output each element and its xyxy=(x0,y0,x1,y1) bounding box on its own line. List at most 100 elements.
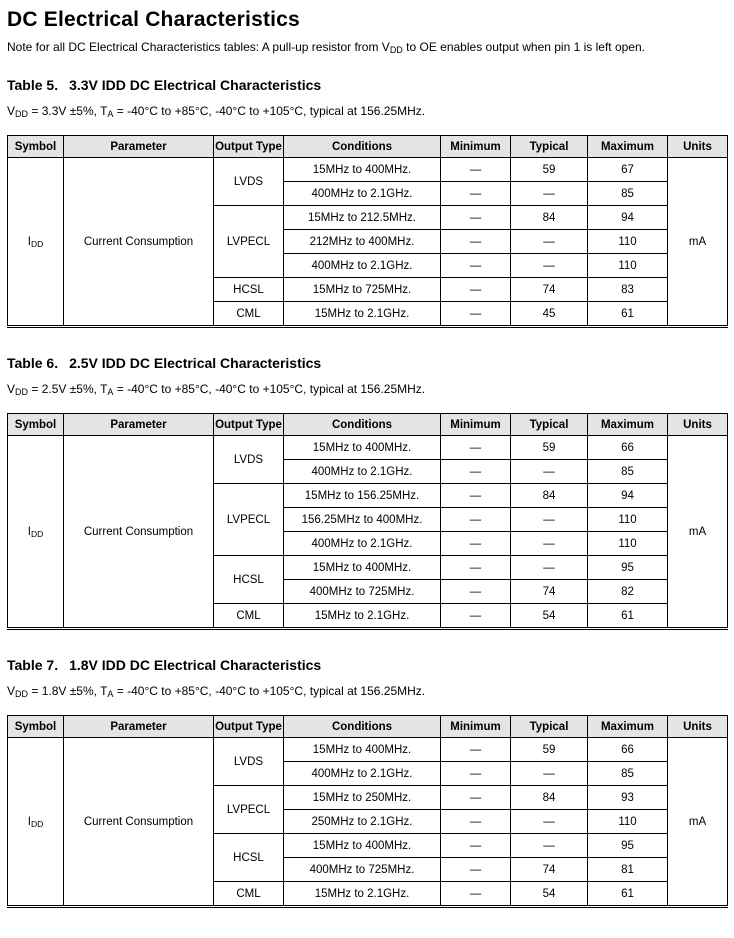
minimum-cell: — xyxy=(440,229,511,254)
table-row: LVPECL 15MHz to 156.25MHz. — 84 94 xyxy=(8,483,728,556)
typical-cell: — xyxy=(510,761,588,786)
output-type-cell: HCSL xyxy=(213,277,284,302)
minimum-cell: — xyxy=(440,881,511,907)
maximum-cell: 93 xyxy=(587,785,668,810)
parameter-cell: Current Consumption xyxy=(63,157,214,327)
table-row: CML 15MHz to 2.1GHz. — 45 61 xyxy=(8,301,728,327)
output-type-cell: LVPECL xyxy=(213,483,284,556)
conditions-cell: 15MHz to 400MHz. xyxy=(283,555,441,580)
subtitle-text: = 2.5V ±5%, T xyxy=(28,382,108,396)
maximum-cell: 95 xyxy=(587,555,668,580)
output-type-cell: CML xyxy=(213,603,284,629)
typical-cell: — xyxy=(510,833,588,858)
subtitle-text: = -40°C to +85°C, -40°C to +105°C, typic… xyxy=(113,104,426,118)
column-header-symbol: Symbol xyxy=(7,135,64,158)
column-header-minimum: Minimum xyxy=(440,413,511,436)
table-row: 400MHz to 2.1GHz. — — 85 xyxy=(8,761,728,786)
output-type-cell: LVDS xyxy=(213,435,284,484)
minimum-cell: — xyxy=(440,507,511,532)
maximum-cell: 110 xyxy=(587,253,668,278)
typical-cell: 84 xyxy=(510,483,588,508)
column-header-minimum: Minimum xyxy=(440,715,511,738)
table-5-section: Table 5. 3.3V IDD DC Electrical Character… xyxy=(7,77,728,328)
typical-cell: 74 xyxy=(510,579,588,604)
table-row: 400MHz to 2.1GHz. — — 85 xyxy=(8,459,728,484)
maximum-cell: 85 xyxy=(587,761,668,786)
minimum-cell: — xyxy=(440,761,511,786)
column-header-units: Units xyxy=(667,715,728,738)
idd-table-2v5: Symbol Parameter Output Type Conditions … xyxy=(7,413,728,630)
minimum-cell: — xyxy=(440,579,511,604)
caption-label: Table 6. xyxy=(7,355,59,371)
maximum-cell: 82 xyxy=(587,579,668,604)
output-type-cell: HCSL xyxy=(213,833,284,882)
output-type-cell: LVPECL xyxy=(213,205,284,278)
parameter-cell: Current Consumption xyxy=(63,737,214,907)
maximum-cell: 110 xyxy=(587,507,668,532)
conditions-cell: 15MHz to 212.5MHz. xyxy=(283,205,441,230)
column-header-maximum: Maximum xyxy=(587,715,668,738)
conditions-cell: 15MHz to 2.1GHz. xyxy=(283,881,441,907)
typical-cell: — xyxy=(510,531,588,556)
conditions-cell: 400MHz to 2.1GHz. xyxy=(283,181,441,206)
conditions-cell: 15MHz to 400MHz. xyxy=(283,157,441,182)
conditions-cell: 15MHz to 156.25MHz. xyxy=(283,483,441,508)
minimum-cell: — xyxy=(440,459,511,484)
symbol-cell: IDD xyxy=(7,435,64,629)
conditions-cell: 212MHz to 400MHz. xyxy=(283,229,441,254)
maximum-cell: 85 xyxy=(587,181,668,206)
table-row: IDD Current Consumption LVDS 15MHz to 40… xyxy=(7,737,728,907)
column-header-parameter: Parameter xyxy=(63,135,214,158)
subtitle-text: = 1.8V ±5%, T xyxy=(28,684,108,698)
minimum-cell: — xyxy=(440,833,511,858)
maximum-cell: 61 xyxy=(587,603,668,629)
maximum-cell: 67 xyxy=(587,157,668,182)
units-cell: mA xyxy=(667,157,728,327)
typical-cell: 84 xyxy=(510,205,588,230)
typical-cell: 74 xyxy=(510,277,588,302)
table-row: 400MHz to 2.1GHz. — — 110 xyxy=(8,531,728,556)
table-row: 212MHz to 400MHz. — — 110 xyxy=(8,229,728,254)
minimum-cell: — xyxy=(440,181,511,206)
maximum-cell: 66 xyxy=(587,435,668,460)
column-header-minimum: Minimum xyxy=(440,135,511,158)
table-6-caption: Table 6. 2.5V IDD DC Electrical Character… xyxy=(7,355,727,372)
caption-label: Table 7. xyxy=(7,657,59,673)
maximum-cell: 110 xyxy=(587,229,668,254)
maximum-cell: 61 xyxy=(587,881,668,907)
conditions-cell: 15MHz to 2.1GHz. xyxy=(283,301,441,327)
table-row: CML 15MHz to 2.1GHz. — 54 61 xyxy=(8,603,728,629)
page-title: DC Electrical Characteristics xyxy=(7,8,300,31)
maximum-cell: 94 xyxy=(587,483,668,508)
table-7-subtitle: VDD = 1.8V ±5%, TA = -40°C to +85°C, -40… xyxy=(7,684,727,699)
symbol-base: I xyxy=(27,815,31,828)
typical-cell: — xyxy=(510,181,588,206)
conditions-cell: 400MHz to 2.1GHz. xyxy=(283,459,441,484)
table-row: 400MHz to 2.1GHz. — — 85 xyxy=(8,181,728,206)
typical-cell: — xyxy=(510,809,588,834)
column-header-output-type: Output Type xyxy=(213,135,284,158)
typical-cell: 59 xyxy=(510,157,588,182)
output-type-cell: LVPECL xyxy=(213,785,284,834)
output-type-cell: CML xyxy=(213,301,284,327)
subscript-vdd: DD xyxy=(15,689,29,699)
table-5-caption: Table 5. 3.3V IDD DC Electrical Character… xyxy=(7,77,727,94)
typical-cell: — xyxy=(510,555,588,580)
output-type-cell: LVDS xyxy=(213,737,284,786)
typical-cell: 54 xyxy=(510,881,588,907)
conditions-cell: 250MHz to 2.1GHz. xyxy=(283,809,441,834)
subtitle-text: V xyxy=(7,104,16,118)
maximum-cell: 95 xyxy=(587,833,668,858)
symbol-cell: IDD xyxy=(7,737,64,907)
minimum-cell: — xyxy=(440,785,511,810)
note-text: Note for all DC Electrical Characteristi… xyxy=(7,40,727,55)
minimum-cell: — xyxy=(440,531,511,556)
column-header-conditions: Conditions xyxy=(283,715,441,738)
conditions-cell: 400MHz to 2.1GHz. xyxy=(283,531,441,556)
table-row: 400MHz to 725MHz. — 74 82 xyxy=(8,579,728,604)
minimum-cell: — xyxy=(440,603,511,629)
conditions-cell: 15MHz to 725MHz. xyxy=(283,277,441,302)
column-header-typical: Typical xyxy=(510,413,588,436)
minimum-cell: — xyxy=(440,157,511,182)
conditions-cell: 156.25MHz to 400MHz. xyxy=(283,507,441,532)
